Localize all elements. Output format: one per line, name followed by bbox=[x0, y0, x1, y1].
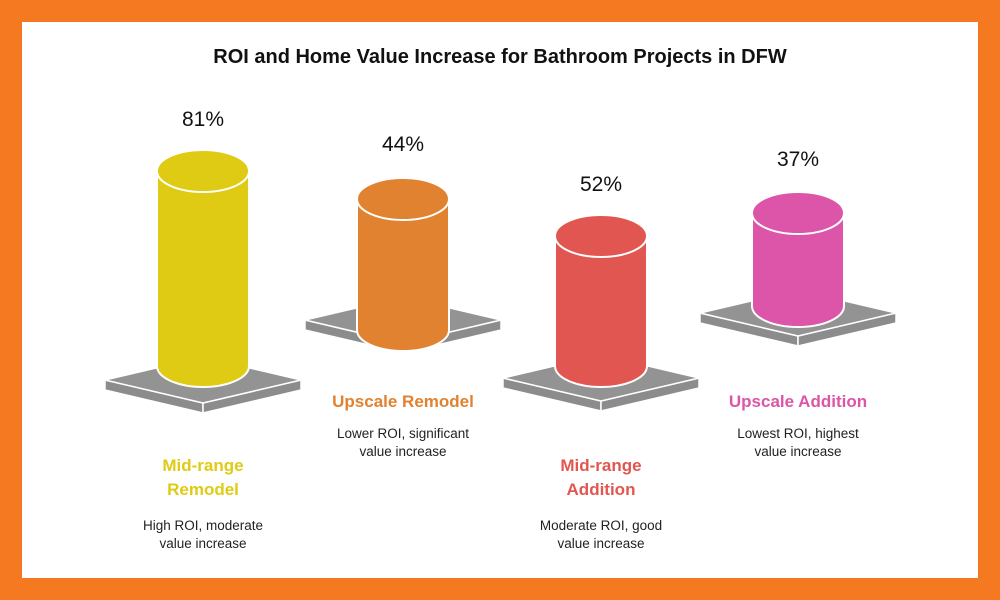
data-label: 44% bbox=[381, 133, 425, 156]
cylinder-top bbox=[751, 191, 845, 235]
category-description: Moderate ROI, good value increase bbox=[539, 518, 663, 551]
cylinder-bar bbox=[356, 198, 450, 352]
category-label: Upscale Remodel bbox=[332, 392, 474, 411]
cylinder-bar bbox=[156, 170, 250, 388]
chart-title: ROI and Home Value Increase for Bathroom… bbox=[213, 46, 787, 68]
cylinder-top bbox=[356, 177, 450, 221]
category-description: Lower ROI, significant value increase bbox=[336, 426, 470, 459]
category-label: Mid-range Addition bbox=[560, 456, 642, 499]
category-label: Mid-range Remodel bbox=[162, 456, 244, 499]
data-label: 37% bbox=[776, 148, 820, 171]
cylinder-bar bbox=[751, 212, 845, 328]
data-label: 81% bbox=[181, 108, 225, 131]
category-label: Upscale Addition bbox=[728, 392, 868, 411]
category-description: High ROI, moderate value increase bbox=[142, 518, 264, 551]
category-description: Lowest ROI, highest value increase bbox=[737, 426, 859, 459]
cylinder-top bbox=[156, 149, 250, 193]
data-label: 52% bbox=[579, 173, 623, 196]
cylinder-top bbox=[554, 214, 648, 258]
cylinder-bar bbox=[554, 235, 648, 388]
